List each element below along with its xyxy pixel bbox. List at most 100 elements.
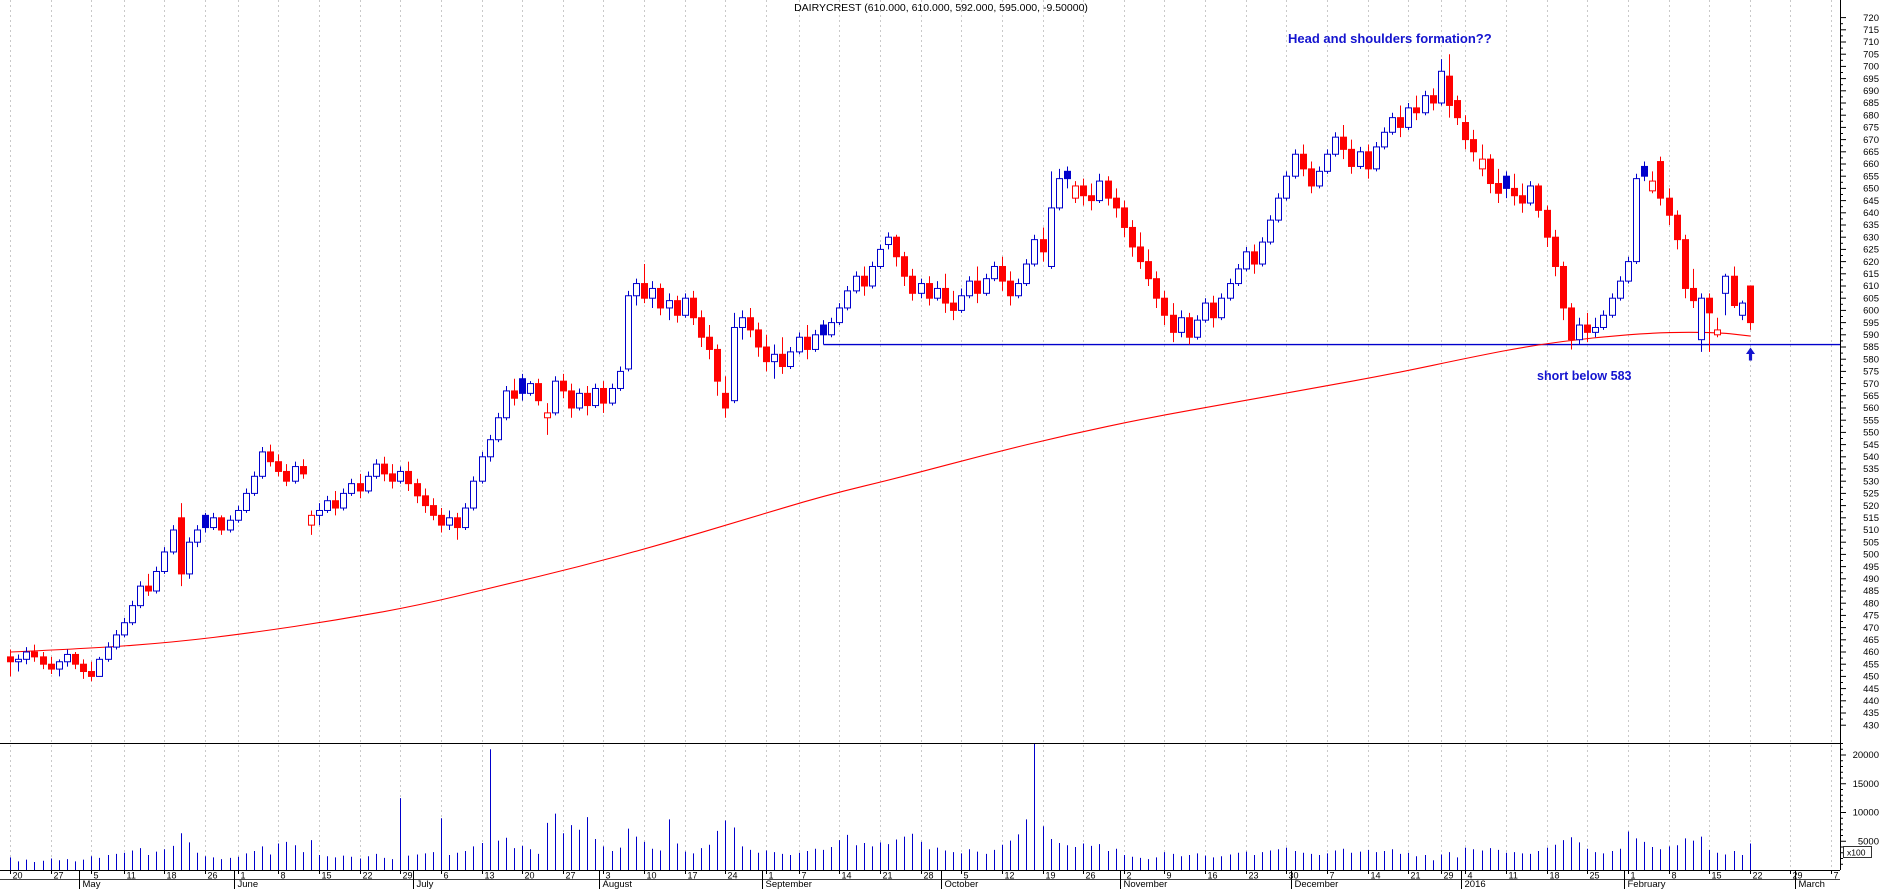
svg-text:12: 12	[1005, 871, 1015, 881]
ma-line	[10, 331, 1751, 653]
svg-text:700: 700	[1863, 62, 1879, 73]
svg-text:715: 715	[1863, 25, 1879, 36]
svg-text:670: 670	[1863, 135, 1879, 146]
svg-text:20: 20	[13, 871, 23, 881]
svg-text:29: 29	[403, 871, 413, 881]
svg-text:625: 625	[1863, 245, 1879, 256]
svg-text:5: 5	[94, 871, 99, 881]
svg-text:20000: 20000	[1853, 750, 1879, 761]
svg-text:29: 29	[1444, 871, 1454, 881]
svg-text:705: 705	[1863, 49, 1879, 60]
ma-line-group	[10, 331, 1751, 653]
pane-frame	[0, 0, 1841, 880]
svg-text:655: 655	[1863, 171, 1879, 182]
svg-text:May: May	[83, 879, 101, 889]
svg-text:5: 5	[964, 871, 969, 881]
svg-text:630: 630	[1863, 232, 1879, 243]
svg-text:2: 2	[1127, 871, 1132, 881]
svg-text:22: 22	[1753, 871, 1763, 881]
svg-text:505: 505	[1863, 537, 1879, 548]
svg-text:8: 8	[281, 871, 286, 881]
svg-text:455: 455	[1863, 659, 1879, 670]
svg-text:720: 720	[1863, 13, 1879, 24]
svg-text:July: July	[417, 879, 434, 889]
svg-text:695: 695	[1863, 74, 1879, 85]
svg-text:470: 470	[1863, 623, 1879, 634]
arrow-marker	[1746, 347, 1755, 361]
svg-text:26: 26	[1086, 871, 1096, 881]
svg-text:16: 16	[1208, 871, 1218, 881]
svg-text:640: 640	[1863, 208, 1879, 219]
svg-text:18: 18	[167, 871, 177, 881]
svg-text:595: 595	[1863, 318, 1879, 329]
svg-text:685: 685	[1863, 98, 1879, 109]
svg-text:14: 14	[842, 871, 852, 881]
svg-text:660: 660	[1863, 159, 1879, 170]
svg-text:March: March	[1799, 879, 1825, 889]
svg-text:25: 25	[1590, 871, 1600, 881]
svg-text:555: 555	[1863, 415, 1879, 426]
svg-text:520: 520	[1863, 501, 1879, 512]
candles	[7, 54, 1754, 682]
svg-text:18: 18	[1550, 871, 1560, 881]
svg-text:465: 465	[1863, 635, 1879, 646]
svg-text:430: 430	[1863, 720, 1879, 731]
svg-text:22: 22	[363, 871, 373, 881]
svg-text:October: October	[945, 879, 979, 889]
svg-text:27: 27	[54, 871, 64, 881]
svg-text:510: 510	[1863, 525, 1879, 536]
svg-text:540: 540	[1863, 452, 1879, 463]
svg-text:14: 14	[1371, 871, 1381, 881]
svg-text:600: 600	[1863, 306, 1879, 317]
svg-text:15: 15	[322, 871, 332, 881]
svg-text:635: 635	[1863, 220, 1879, 231]
svg-text:565: 565	[1863, 391, 1879, 402]
svg-text:525: 525	[1863, 489, 1879, 500]
svg-text:23: 23	[1249, 871, 1259, 881]
svg-text:1: 1	[1631, 871, 1636, 881]
svg-text:445: 445	[1863, 684, 1879, 695]
svg-text:December: December	[1295, 879, 1339, 889]
svg-text:11: 11	[1509, 871, 1518, 881]
svg-text:645: 645	[1863, 196, 1879, 207]
svg-text:June: June	[238, 879, 259, 889]
annotation-short-note: short below 583	[1537, 369, 1632, 383]
svg-text:490: 490	[1863, 574, 1879, 585]
svg-text:6: 6	[444, 871, 449, 881]
svg-text:1: 1	[241, 871, 246, 881]
svg-text:24: 24	[728, 871, 738, 881]
svg-text:665: 665	[1863, 147, 1879, 158]
svg-text:690: 690	[1863, 86, 1879, 97]
svg-text:7: 7	[802, 871, 807, 881]
svg-text:28: 28	[924, 871, 934, 881]
volume-axis: 5000 10000 15000 20000 x100	[1840, 743, 1879, 865]
svg-text:19: 19	[1046, 871, 1056, 881]
svg-text:26: 26	[208, 871, 218, 881]
svg-text:450: 450	[1863, 672, 1879, 683]
svg-text:3: 3	[606, 871, 611, 881]
svg-text:545: 545	[1863, 440, 1879, 451]
svg-text:8: 8	[1672, 871, 1677, 881]
svg-text:680: 680	[1863, 110, 1879, 121]
svg-text:550: 550	[1863, 428, 1879, 439]
svg-text:November: November	[1124, 879, 1168, 889]
svg-text:435: 435	[1863, 708, 1879, 719]
svg-text:570: 570	[1863, 379, 1879, 390]
svg-text:10: 10	[647, 871, 657, 881]
svg-text:590: 590	[1863, 330, 1879, 341]
svg-text:515: 515	[1863, 513, 1879, 524]
svg-text:15000: 15000	[1853, 779, 1879, 790]
svg-text:580: 580	[1863, 354, 1879, 365]
svg-text:13: 13	[485, 871, 495, 881]
svg-text:29: 29	[1793, 871, 1803, 881]
svg-text:1: 1	[769, 871, 774, 881]
svg-text:17: 17	[688, 871, 698, 881]
svg-text:710: 710	[1863, 37, 1879, 48]
svg-text:650: 650	[1863, 184, 1879, 195]
grid-lines	[10, 0, 1832, 870]
volume-bars	[10, 743, 1751, 870]
svg-text:11: 11	[127, 871, 136, 881]
